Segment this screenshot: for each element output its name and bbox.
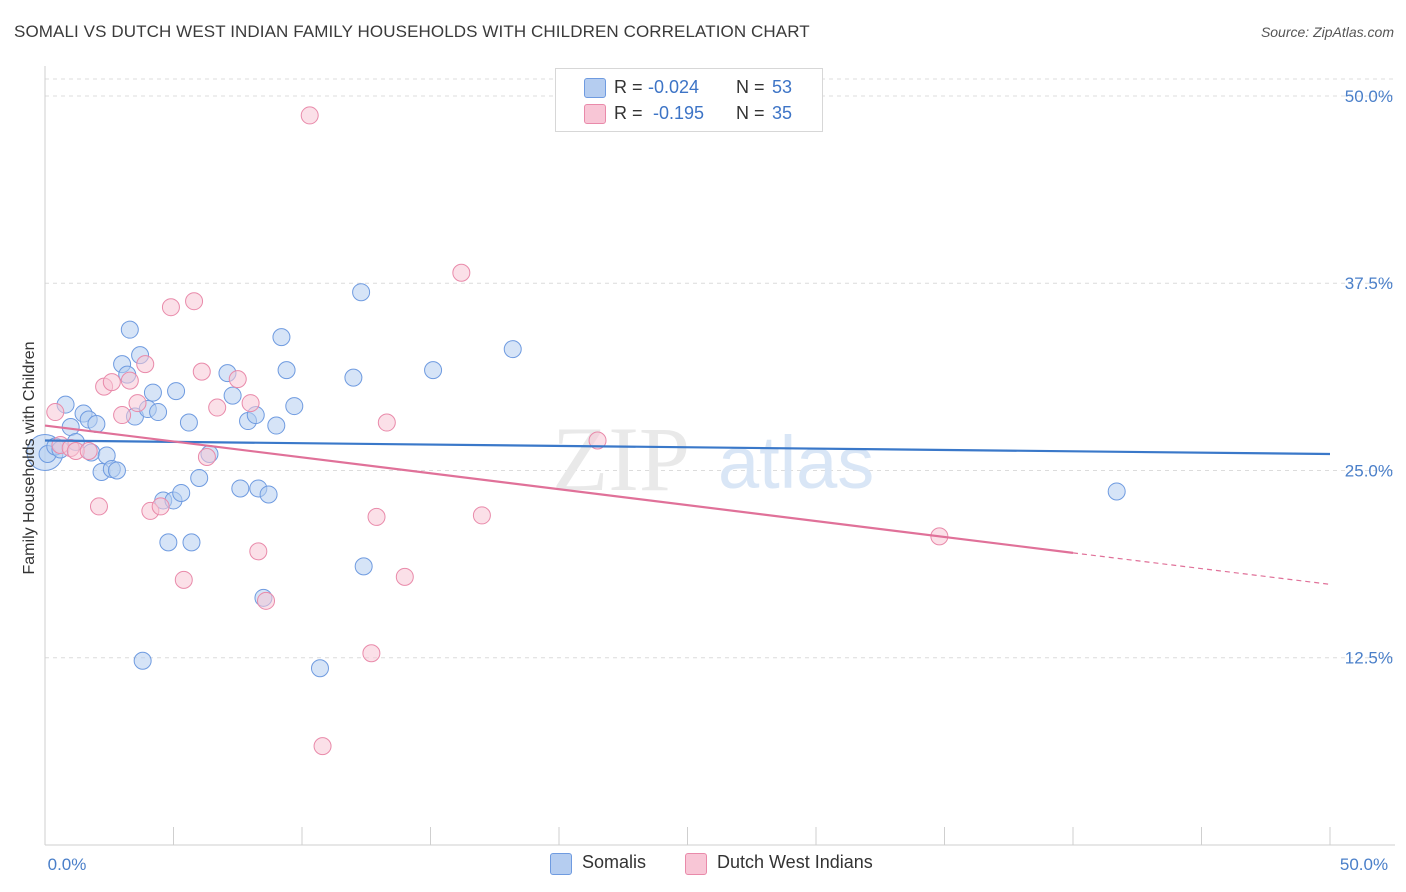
dutch-west-indians-point: [151, 497, 170, 516]
somalis-swatch: [550, 853, 572, 875]
dutch-west-indians-point: [377, 413, 396, 432]
somalis-point: [352, 283, 371, 302]
dutch-west-indians-point: [185, 292, 204, 311]
somalis-point: [354, 557, 373, 576]
dutch-west-indians-point: [128, 394, 147, 413]
y-tick-label: 37.5%: [1345, 274, 1393, 293]
somalis-point: [231, 479, 250, 498]
legend-row-somalis: R = -0.024 N = 53: [556, 77, 822, 103]
dutch-west-indians-point: [136, 355, 155, 374]
watermark-zip: ZIP: [552, 408, 690, 510]
somalis-point: [167, 382, 186, 401]
y-tick-label: 12.5%: [1345, 649, 1393, 668]
dutch-west-indians-point: [313, 737, 332, 756]
somalis-point: [182, 533, 201, 552]
dutch-west-indians-point: [472, 506, 491, 525]
y-axis-label: Family Households with Children: [21, 342, 38, 575]
dutch-west-indians-point: [208, 398, 227, 417]
somalis-trend-line: [44, 439, 1331, 456]
somalis-point: [267, 416, 286, 435]
legend-label: Somalis: [582, 852, 647, 872]
dutch-west-indians-swatch: [685, 853, 707, 875]
x-tick-label: 0.0%: [48, 855, 87, 874]
dutch-west-indians-point: [395, 567, 414, 586]
dutch-west-indians-point: [257, 591, 276, 610]
somalis-point: [285, 397, 304, 416]
x-tick-label: 50.0%: [1340, 855, 1388, 874]
dutch-west-indians-point: [367, 507, 386, 526]
tick-labels: 12.5% 25.0% 37.5% 50.0% 0.0% 50.0%: [48, 87, 1393, 874]
chart-title: SOMALI VS DUTCH WEST INDIAN FAMILY HOUSE…: [14, 22, 810, 41]
dutch-west-indians-point: [197, 447, 216, 466]
somalis-point: [277, 361, 296, 380]
somalis-point: [424, 361, 443, 380]
dutch-west-indians-point: [46, 403, 65, 422]
somalis-point: [259, 485, 278, 504]
series-legend: Somalis Dutch West Indians: [0, 852, 1406, 878]
somalis-point: [149, 403, 168, 422]
dutch-west-indians-point: [161, 298, 180, 317]
dutch-west-indians-point: [120, 371, 139, 390]
r-label: R =: [614, 77, 643, 97]
watermark: ZIP atlas: [552, 408, 874, 510]
r-value: -0.024: [648, 77, 700, 97]
dutch-west-indians-point: [588, 431, 607, 450]
y-tick-label: 50.0%: [1345, 87, 1393, 106]
dutch-west-indians-point: [249, 542, 268, 561]
somalis-point: [310, 659, 329, 678]
somalis-point: [344, 368, 363, 387]
dutch-west-indians-trend-line: [44, 424, 1074, 554]
legend-label: Dutch West Indians: [717, 852, 873, 872]
somalis-point: [159, 533, 178, 552]
somalis-point: [503, 340, 522, 359]
somalis-point: [87, 415, 106, 434]
dutch-west-indians-point: [102, 373, 121, 392]
data-points: [26, 106, 1126, 756]
dutch-west-indians-trend-line-extension: [1072, 552, 1331, 585]
somalis-point: [223, 386, 242, 405]
somalis-point: [1107, 482, 1126, 501]
dutch-west-indians-point: [89, 497, 108, 516]
legend-row-dutch-west-indians: R = -0.195 N = 35: [556, 103, 822, 129]
dutch-west-indians-point: [192, 362, 211, 381]
r-value: -0.195: [648, 103, 705, 123]
n-value: 53: [772, 77, 793, 97]
dutch-west-indians-swatch: [584, 104, 606, 124]
dutch-west-indians-point: [241, 394, 260, 413]
dutch-west-indians-point: [228, 370, 247, 389]
somalis-point: [272, 328, 291, 347]
trend-lines: [44, 424, 1331, 585]
somalis-point: [172, 483, 191, 502]
dutch-west-indians-point: [300, 106, 319, 125]
dutch-west-indians-point: [113, 406, 132, 425]
somalis-point: [179, 413, 198, 432]
dutch-west-indians-point: [362, 644, 381, 663]
r-label: R =: [614, 103, 643, 123]
watermark-atlas: atlas: [718, 421, 874, 504]
n-label: N =: [736, 77, 765, 97]
somalis-point: [143, 383, 162, 402]
y-tick-label: 25.0%: [1345, 461, 1393, 480]
somalis-point: [133, 651, 152, 670]
somalis-point: [120, 320, 139, 339]
n-label: N =: [736, 103, 765, 123]
dutch-west-indians-point: [452, 263, 471, 282]
somalis-swatch: [584, 78, 606, 98]
somalis-point: [190, 468, 209, 487]
grid-lines: [45, 78, 1395, 659]
dutch-west-indians-point: [79, 442, 98, 461]
somalis-point: [107, 461, 126, 480]
dutch-west-indians-point: [174, 570, 193, 589]
source-label: Source: ZipAtlas.com: [1260, 24, 1394, 40]
n-value: 35: [772, 103, 793, 123]
correlation-legend: R = -0.024 N = 53 R = -0.195 N = 35: [555, 68, 823, 132]
